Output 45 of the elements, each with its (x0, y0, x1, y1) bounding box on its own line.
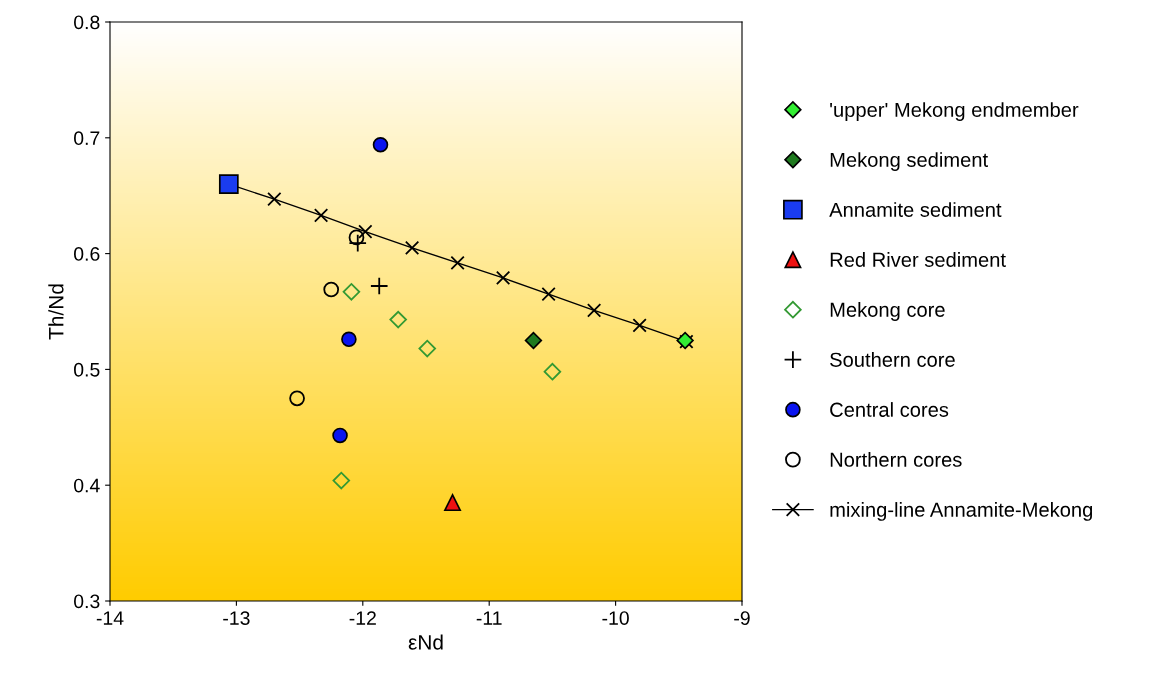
point (289, 390, 305, 407)
point (323, 281, 340, 298)
legend-label: Southern core (830, 352, 955, 367)
point (389, 310, 407, 329)
legend-label: Mekong sediment (830, 152, 988, 171)
point (450, 255, 465, 271)
point (369, 276, 389, 296)
point (372, 136, 389, 153)
x-tick-label: -13 (223, 611, 250, 625)
y-tick-label: 0.3 (74, 594, 100, 609)
legend-label: mixing-line Annamite-Mekong (830, 502, 1093, 521)
y-tick-label: 0.5 (74, 362, 100, 377)
point (267, 192, 282, 207)
point (541, 286, 556, 302)
x-axis-title: εNd (408, 634, 443, 650)
point (586, 303, 602, 318)
point (524, 331, 543, 350)
point (543, 362, 562, 381)
y-tick-label: 0.7 (74, 131, 100, 146)
point (404, 240, 420, 255)
legend-label: Central cores (830, 402, 949, 417)
point (313, 208, 329, 223)
y-tick-label: 0.4 (74, 478, 100, 493)
legend-label: Mekong core (830, 302, 945, 321)
x-tick-label: -9 (734, 611, 750, 625)
point (348, 229, 365, 246)
x-tick-label: -11 (476, 611, 502, 625)
y-tick-label: 0.6 (74, 247, 100, 261)
point (332, 471, 351, 490)
point (444, 494, 462, 512)
x-tick-label: -10 (602, 611, 629, 625)
point (632, 318, 647, 333)
x-tick-label: -14 (96, 611, 124, 625)
legend-label: Northern cores (830, 452, 962, 467)
y-axis-title: Th/Nd (48, 284, 64, 340)
point (495, 270, 511, 286)
legend-label: 'upper' Mekong endmember (830, 102, 1079, 121)
legend-label: Annamite sediment (829, 202, 1002, 217)
point (342, 283, 361, 301)
point (418, 339, 437, 358)
legend-label: Red River sediment (830, 252, 1006, 267)
x-tick-label: -12 (349, 611, 376, 625)
point (341, 331, 357, 348)
point (332, 427, 348, 444)
y-tick-label: 0.8 (74, 15, 100, 30)
